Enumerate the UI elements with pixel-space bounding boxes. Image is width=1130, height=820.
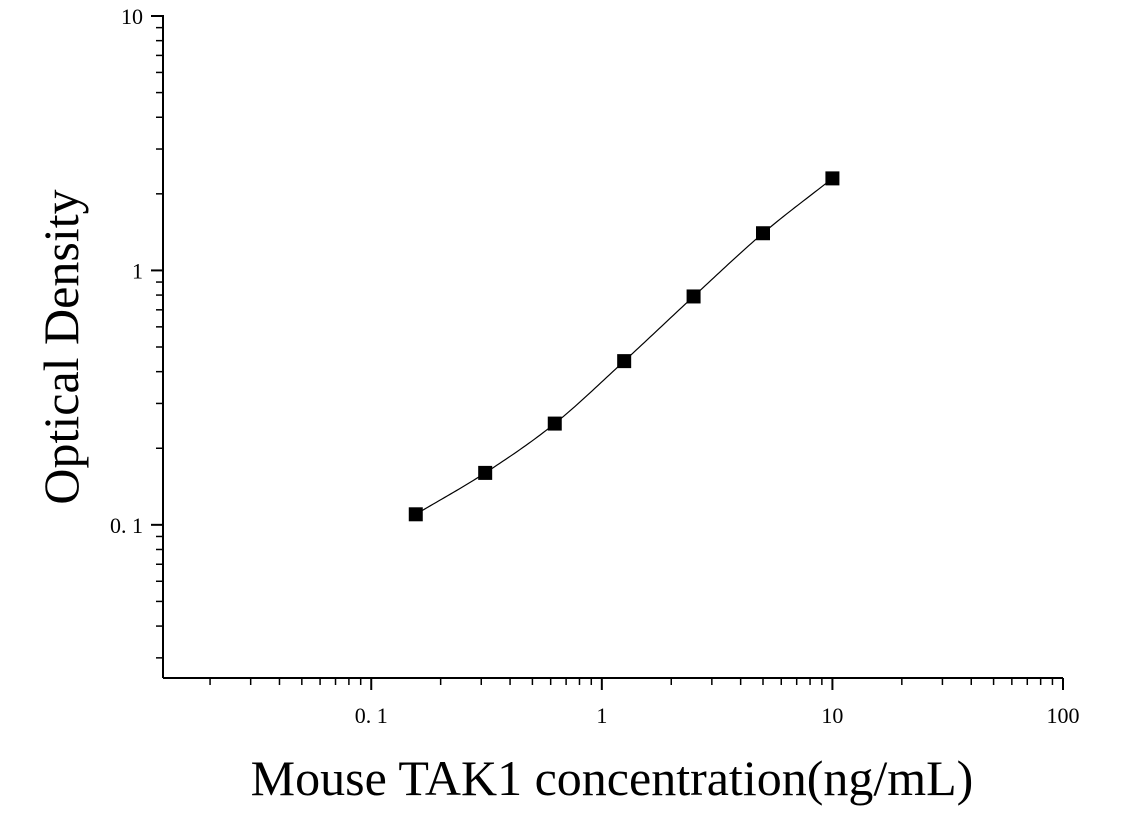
data-point: [617, 354, 632, 369]
data-point: [547, 416, 562, 431]
x-tick-label: 0. 1: [355, 703, 388, 728]
x-tick-label: 1: [596, 703, 607, 728]
x-tick-label: 10: [821, 703, 843, 728]
data-point: [478, 465, 493, 480]
y-tick-label: 10: [121, 4, 143, 29]
tick-labels: 0. 1 1 10 100 0. 1 1 10: [110, 4, 1080, 728]
x-axis-title: Mouse TAK1 concentration(ng/mL): [251, 750, 974, 806]
data-point: [825, 171, 840, 186]
axes: [162, 15, 1063, 679]
y-tick-label: 0. 1: [110, 513, 143, 538]
x-tick-label: 100: [1047, 703, 1080, 728]
data-points: [408, 171, 840, 522]
y-axis-title: Optical Density: [33, 189, 89, 504]
data-point: [756, 226, 770, 241]
data-point: [686, 289, 701, 304]
ticks: [151, 15, 1064, 690]
y-tick-label: 1: [132, 258, 143, 283]
data-point: [408, 507, 423, 522]
